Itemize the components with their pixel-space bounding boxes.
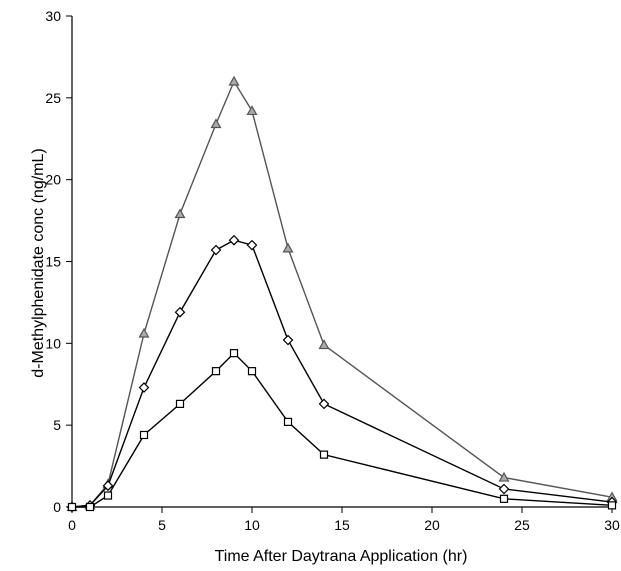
series-diamond-point-2 (102, 480, 114, 492)
series-square-point-0 (67, 502, 77, 512)
x-tick-label-10: 10 (244, 517, 260, 533)
series-square-point-9 (319, 450, 329, 459)
series-square-point-1 (85, 502, 95, 512)
y-tick-label-0: 0 (53, 499, 61, 515)
series-triangle-point-9 (318, 339, 330, 350)
series-square-point-4 (175, 399, 185, 408)
series-square-point-2 (103, 491, 113, 500)
series-diamond-point-6 (228, 234, 240, 246)
y-tick-label-30: 30 (45, 8, 61, 24)
series-diamond-line (71, 239, 613, 508)
series-diamond-point-4 (174, 306, 186, 318)
series-triangle-point-5 (210, 118, 222, 129)
series-square-point-10 (499, 494, 509, 503)
series-triangle-point-4 (174, 208, 186, 219)
series-diamond-point-3 (138, 382, 150, 393)
y-tick-label-15: 15 (45, 254, 61, 270)
series-square-line (72, 352, 613, 508)
y-tick-label-10: 10 (45, 335, 61, 351)
series-diamond-point-5 (210, 244, 222, 256)
series-triangle-point-3 (138, 327, 150, 338)
series-square-point-7 (247, 367, 257, 376)
y-tick-label-20: 20 (45, 172, 61, 188)
series-square-point-6 (229, 349, 239, 358)
x-tick-label-30: 30 (604, 517, 620, 533)
series-triangle-point-7 (246, 105, 258, 116)
series-triangle-line (71, 79, 613, 508)
series-diamond-point-9 (318, 398, 330, 410)
series-diamond-point-7 (246, 239, 258, 251)
y-tick-label-5: 5 (53, 417, 61, 433)
x-tick-label-25: 25 (514, 517, 530, 533)
series-diamond-point-8 (282, 334, 294, 346)
series-square-point-3 (139, 430, 149, 440)
series-triangle-point-6 (228, 75, 240, 86)
series-triangle-point-10 (498, 471, 510, 482)
x-tick-label-20: 20 (424, 517, 440, 533)
plot-area: 0 5 10 15 20 25 30 0 5 10 15 20 25 30 (45, 8, 620, 533)
series-diamond-point-10 (498, 483, 510, 495)
y-axis-label: d-Methylphenidate conc (ng/mL) (30, 148, 47, 377)
series-square-point-8 (283, 417, 293, 426)
x-tick-label-15: 15 (334, 517, 350, 533)
x-tick-label-0: 0 (68, 517, 76, 533)
x-tick-label-5: 5 (158, 517, 166, 533)
series-square-point-5 (211, 367, 221, 376)
x-axis-label: Time After Daytrana Application (hr) (215, 548, 468, 565)
series-square-point-11 (607, 501, 617, 510)
series-triangle-point-8 (282, 242, 294, 253)
y-tick-label-25: 25 (45, 90, 61, 106)
